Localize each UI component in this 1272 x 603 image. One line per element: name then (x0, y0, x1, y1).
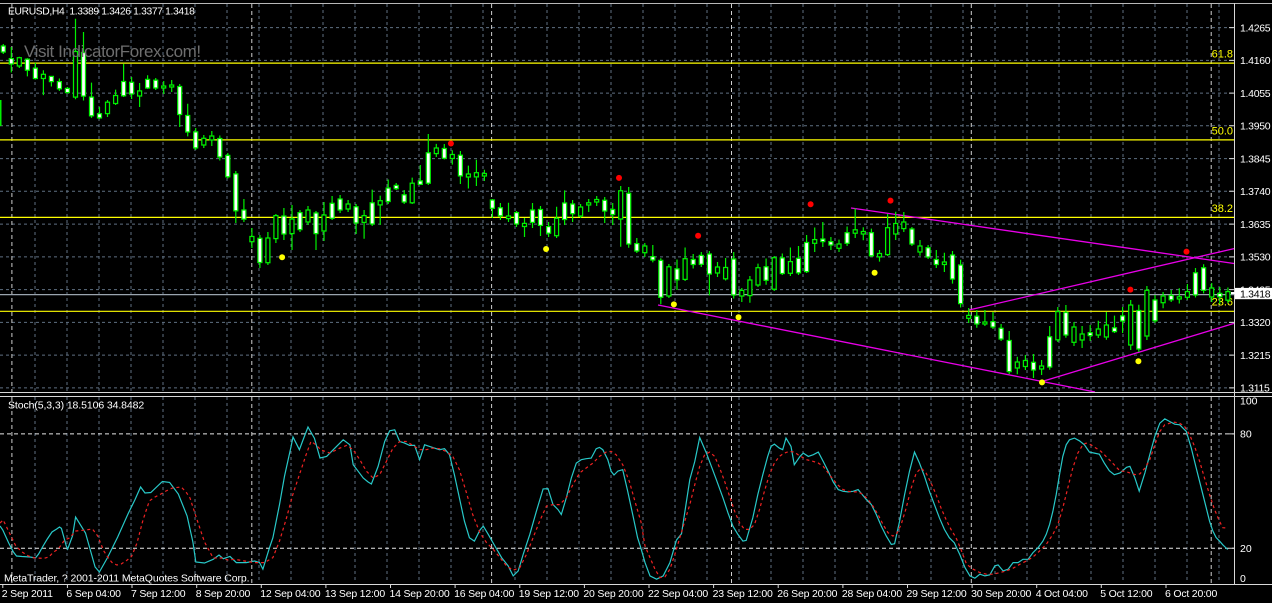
svg-text:Stoch(5,3,3) 18.5106 34.8482: Stoch(5,3,3) 18.5106 34.8482 (8, 400, 144, 412)
svg-text:19 Sep 12:00: 19 Sep 12:00 (519, 588, 579, 600)
svg-text:14 Sep 20:00: 14 Sep 20:00 (390, 588, 450, 600)
svg-text:1.4160: 1.4160 (1240, 55, 1271, 67)
svg-text:13 Sep 12:00: 13 Sep 12:00 (325, 588, 385, 600)
svg-text:1.3950: 1.3950 (1240, 121, 1271, 133)
svg-text:1.4055: 1.4055 (1240, 88, 1271, 100)
svg-text:1.3740: 1.3740 (1240, 186, 1271, 198)
svg-text:12 Sep 04:00: 12 Sep 04:00 (260, 588, 320, 600)
svg-text:1.3320: 1.3320 (1240, 317, 1271, 329)
svg-text:50.0: 50.0 (1212, 125, 1233, 137)
svg-text:2 Sep 2011: 2 Sep 2011 (2, 588, 53, 600)
svg-text:26 Sep 20:00: 26 Sep 20:00 (777, 588, 837, 600)
svg-text:38.2: 38.2 (1212, 203, 1233, 215)
svg-text:0: 0 (1240, 573, 1246, 585)
svg-text:23 Sep 12:00: 23 Sep 12:00 (713, 588, 773, 600)
svg-text:100: 100 (1240, 396, 1258, 408)
svg-text:1.3215: 1.3215 (1240, 350, 1271, 362)
svg-text:29 Sep 12:00: 29 Sep 12:00 (907, 588, 967, 600)
svg-text:8 Sep 20:00: 8 Sep 20:00 (196, 588, 251, 600)
svg-text:28 Sep 04:00: 28 Sep 04:00 (842, 588, 902, 600)
svg-text:6 Oct 20:00: 6 Oct 20:00 (1165, 588, 1217, 600)
svg-text:7 Sep 12:00: 7 Sep 12:00 (131, 588, 186, 600)
svg-text:Visit IndicatorForex.com!: Visit IndicatorForex.com! (24, 42, 201, 61)
svg-text:EURUSD,H4 1.3389 1.3426 1.337: EURUSD,H4 1.3389 1.3426 1.3377 1.3418 (8, 7, 195, 18)
svg-text:5 Oct 12:00: 5 Oct 12:00 (1100, 588, 1152, 600)
svg-text:61.8: 61.8 (1212, 49, 1233, 61)
svg-text:22 Sep 04:00: 22 Sep 04:00 (648, 588, 708, 600)
svg-text:1.3418: 1.3418 (1240, 288, 1271, 300)
svg-text:30 Sep 20:00: 30 Sep 20:00 (971, 588, 1031, 600)
svg-text:1.3845: 1.3845 (1240, 153, 1271, 165)
svg-text:1.3635: 1.3635 (1240, 219, 1271, 231)
svg-text:MetaTrader, ? 2001-2011 MetaQu: MetaTrader, ? 2001-2011 MetaQuotes Softw… (4, 573, 250, 585)
svg-text:1.4265: 1.4265 (1240, 22, 1271, 34)
svg-text:1.3115: 1.3115 (1240, 383, 1270, 395)
svg-text:20: 20 (1240, 543, 1252, 555)
svg-text:1.3530: 1.3530 (1240, 252, 1271, 264)
svg-text:4 Oct 04:00: 4 Oct 04:00 (1036, 588, 1088, 600)
svg-text:6 Sep 04:00: 6 Sep 04:00 (66, 588, 121, 600)
svg-text:80: 80 (1240, 429, 1252, 441)
svg-text:16 Sep 04:00: 16 Sep 04:00 (454, 588, 514, 600)
svg-text:20 Sep 20:00: 20 Sep 20:00 (583, 588, 643, 600)
